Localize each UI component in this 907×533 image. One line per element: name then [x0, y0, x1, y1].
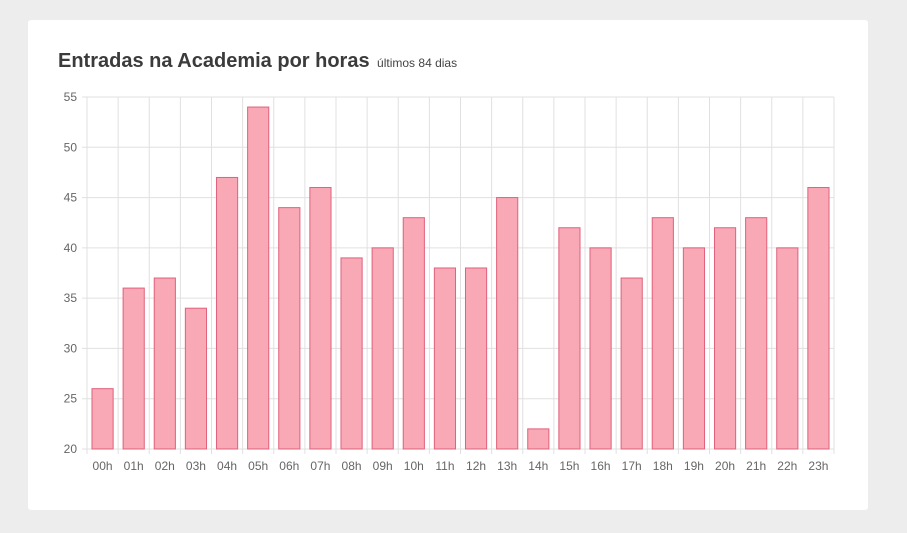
x-tick-label: 00h: [93, 459, 113, 473]
bar-16h: [589, 247, 612, 450]
x-tick-label: 01h: [124, 459, 144, 473]
bar-10h: [402, 217, 425, 450]
bar-19h: [682, 247, 706, 450]
bar-03h: [184, 307, 208, 450]
y-tick-label: 55: [64, 90, 78, 104]
bar-05h: [247, 106, 270, 450]
x-tick-label: 09h: [373, 459, 393, 473]
bar-21h: [745, 217, 768, 450]
x-tick-label: 03h: [186, 459, 206, 473]
bar-01h: [122, 287, 145, 450]
x-tick-label: 20h: [715, 459, 735, 473]
bar-15h: [558, 227, 581, 450]
bar-00h: [91, 388, 114, 450]
x-tick-label: 14h: [528, 459, 548, 473]
x-tick-label: 16h: [591, 459, 611, 473]
chart-card: Entradas na Academia por horas últimos 8…: [28, 20, 868, 510]
bar-22h: [776, 247, 799, 450]
bar-17h: [620, 277, 643, 450]
bar-chart: 20 25 30 35 40 45 50 55 00h 01h 02h 03h 04h 05h 06h 07…: [64, 90, 835, 473]
bar-02h: [153, 277, 176, 450]
x-tick-label: 08h: [342, 459, 362, 473]
x-tick-label: 17h: [622, 459, 642, 473]
y-tick-label: 35: [64, 291, 78, 305]
chart-header: Entradas na Academia por horas últimos 8…: [58, 50, 457, 73]
bar-06h: [278, 207, 301, 450]
chart-title: Entradas na Academia por horas: [58, 50, 370, 72]
x-tick-label: 13h: [497, 459, 517, 473]
x-tick-label: 02h: [155, 459, 175, 473]
chart-subtitle: últimos 84 dias: [377, 56, 458, 70]
x-axis: 00h 01h 02h 03h 04h 05h 06h 07h 08h 09h 10h 11h 12h 1…: [93, 459, 829, 473]
x-tick-label: 06h: [279, 459, 299, 473]
y-tick-label: 50: [64, 140, 78, 154]
y-tick-label: 40: [64, 241, 78, 255]
bar-08h: [340, 257, 363, 450]
x-tick-label: 04h: [217, 459, 237, 473]
x-tick-label: 10h: [404, 459, 424, 473]
y-tick-label: 20: [64, 442, 78, 456]
bar-20h: [713, 227, 737, 450]
x-tick-label: 18h: [653, 459, 673, 473]
x-tick-label: 05h: [248, 459, 268, 473]
x-tick-label: 21h: [746, 459, 766, 473]
x-tick-label: 19h: [684, 459, 704, 473]
x-tick-label: 23h: [808, 459, 828, 473]
bar-07h: [309, 187, 332, 450]
bar-18h: [651, 217, 674, 450]
x-tick-label: 22h: [777, 459, 797, 473]
bar-12h: [464, 267, 488, 450]
bar-14h: [527, 428, 550, 450]
x-tick-label: 11h: [435, 459, 454, 473]
y-tick-label: 25: [64, 392, 78, 406]
bar-11h: [433, 267, 457, 450]
chart-bars: [91, 106, 830, 450]
x-tick-label: 15h: [559, 459, 579, 473]
bar-23h: [807, 187, 830, 450]
chart-grid: [82, 96, 835, 454]
bar-13h: [496, 197, 519, 450]
x-tick-label: 12h: [466, 459, 486, 473]
x-tick-label: 07h: [310, 459, 330, 473]
y-axis: 20 25 30 35 40 45 50 55: [64, 90, 78, 456]
bar-09h: [371, 247, 394, 450]
y-tick-label: 30: [64, 341, 78, 355]
bar-04h: [215, 176, 239, 450]
y-tick-label: 45: [64, 191, 78, 205]
